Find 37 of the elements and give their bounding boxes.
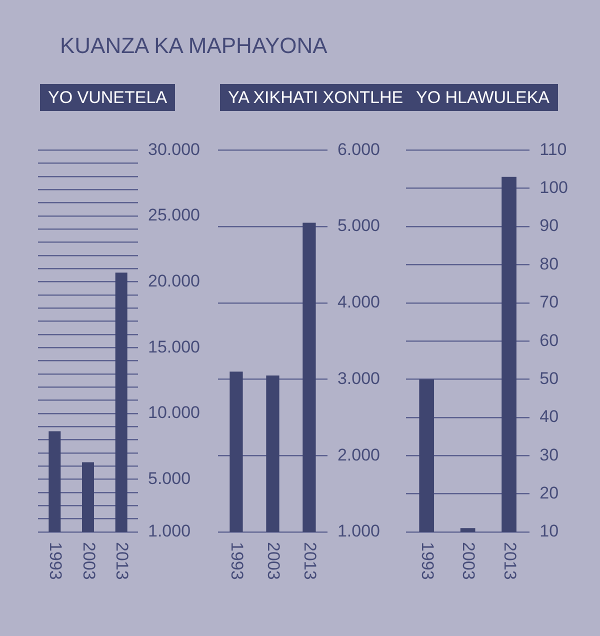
x-tick-label: 1993 bbox=[418, 542, 437, 580]
x-tick-label: 1993 bbox=[228, 542, 247, 580]
y-tick-label: 25.000 bbox=[148, 206, 200, 225]
x-tick-label: 2013 bbox=[112, 542, 132, 580]
y-tick-label: 50 bbox=[540, 368, 559, 388]
y-tick-label: 30.000 bbox=[148, 140, 200, 159]
x-tick-label: 2003 bbox=[264, 542, 284, 580]
y-tick-label: 1.000 bbox=[148, 522, 191, 541]
y-tick-label: 30 bbox=[540, 445, 559, 464]
y-tick-label: 2.000 bbox=[337, 445, 380, 464]
y-tick-label: 40 bbox=[540, 407, 559, 426]
x-tick-label: 2013 bbox=[500, 542, 520, 580]
y-tick-label: 110 bbox=[540, 140, 567, 159]
y-tick-label: 5.000 bbox=[148, 469, 191, 488]
y-tick-label: 80 bbox=[540, 254, 559, 274]
y-tick-label: 4.000 bbox=[337, 292, 380, 312]
y-tick-label: 60 bbox=[540, 330, 559, 350]
y-tick-label: 10 bbox=[540, 522, 559, 541]
x-tick-label: 2013 bbox=[300, 542, 320, 580]
y-tick-label: 90 bbox=[540, 216, 559, 236]
chart-title: YA XIKHATI XONTLHE bbox=[220, 84, 412, 111]
x-tick-label: 2003 bbox=[79, 542, 98, 580]
chart-title: YO VUNETELA bbox=[40, 84, 176, 111]
y-tick-label: 5.000 bbox=[337, 216, 380, 236]
x-tick-label: 2003 bbox=[459, 542, 478, 580]
x-tick-label: 1993 bbox=[46, 542, 65, 580]
chart-title: YO HLAWULEKA bbox=[408, 84, 558, 111]
y-tick-label: 15.000 bbox=[148, 337, 200, 356]
y-tick-label: 1.000 bbox=[337, 522, 380, 541]
y-tick-label: 20 bbox=[540, 484, 559, 503]
y-tick-label: 100 bbox=[540, 178, 568, 198]
y-tick-label: 3.000 bbox=[337, 368, 380, 388]
y-tick-label: 6.000 bbox=[337, 140, 380, 159]
text: KUANZA KA MAPHAYONA bbox=[60, 33, 328, 59]
y-tick-label: 10.000 bbox=[148, 403, 200, 422]
y-tick-label: 70 bbox=[540, 292, 559, 312]
y-tick-label: 20.000 bbox=[148, 272, 200, 291]
